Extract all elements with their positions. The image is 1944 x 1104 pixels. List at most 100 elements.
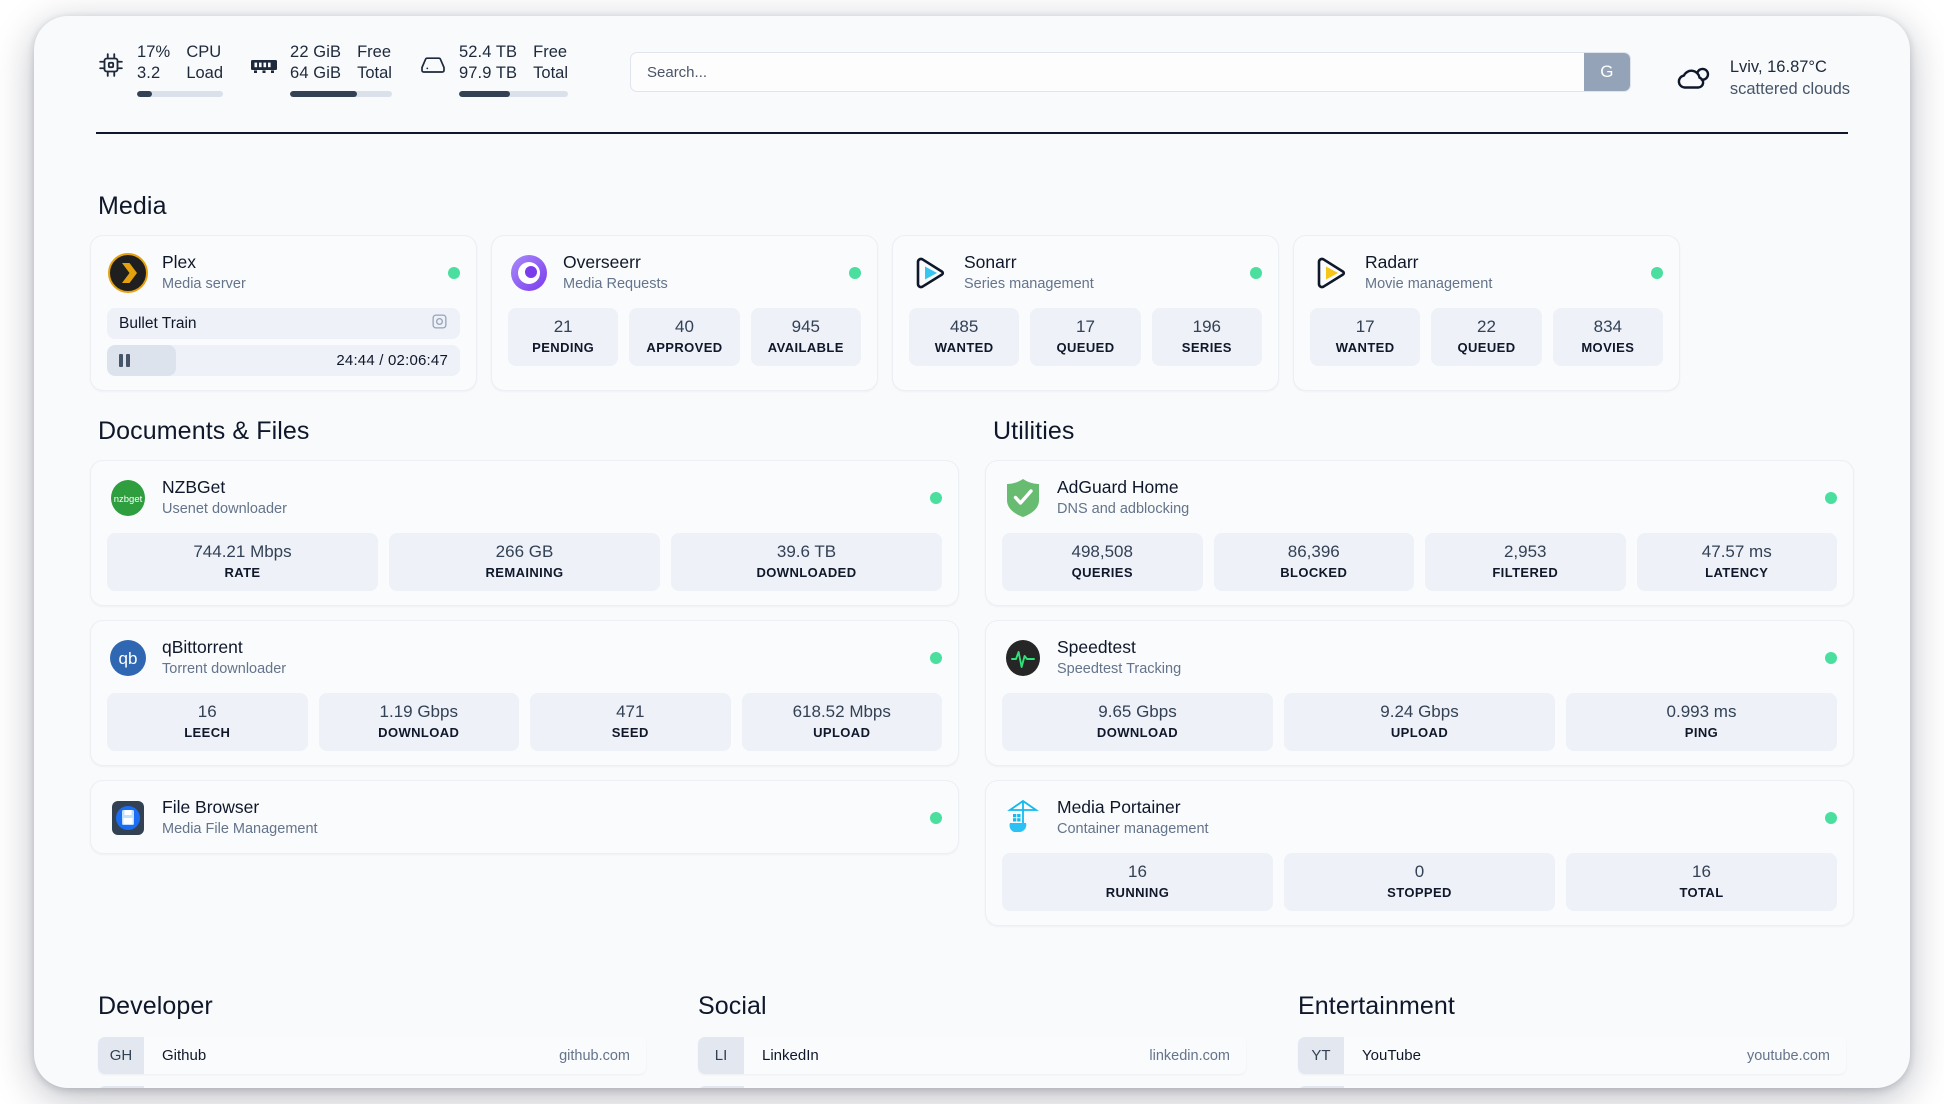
ram-free-value: 22 GiB: [290, 43, 342, 61]
stat-tile[interactable]: 471 SEED: [530, 693, 731, 751]
bookmark-item-netflix[interactable]: NF Netflix netflix.com: [1298, 1086, 1846, 1088]
service-name: qBittorrent: [162, 637, 243, 657]
stat-tile[interactable]: 9.65 Gbps DOWNLOAD: [1002, 693, 1273, 751]
ram-label-2: Total: [357, 64, 392, 82]
tile-value: 744.21 Mbps: [193, 542, 292, 561]
bookmark-item-twitter[interactable]: TW Twitter twitter.com: [698, 1086, 1246, 1088]
stat-tile[interactable]: 86,396 BLOCKED: [1213, 533, 1414, 591]
stat-tiles: 17 WANTED 22 QUEUED 834 MOVIES: [1310, 308, 1663, 366]
section-title-media: Media: [98, 192, 167, 220]
service-name: File Browser: [162, 797, 260, 817]
tile-label: SEED: [611, 725, 649, 740]
tile-value: 86,396: [1287, 542, 1340, 561]
service-card-speedtest[interactable]: Speedtest Speedtest Tracking 9.65 Gbps D…: [985, 620, 1854, 766]
plex-device-icon[interactable]: [431, 313, 448, 335]
bookmark-url: github.com: [559, 1047, 630, 1064]
stat-tile[interactable]: 22 QUEUED: [1431, 308, 1542, 366]
search-box[interactable]: G: [630, 52, 1631, 92]
service-name: Speedtest: [1057, 637, 1136, 657]
adguard-icon: [1002, 477, 1043, 518]
stat-tile[interactable]: 39.6 TB DOWNLOADED: [671, 533, 942, 591]
system-stats: 17% 3.2 CPU Load: [96, 42, 578, 97]
service-name: Sonarr: [964, 252, 1017, 272]
service-card-media-portainer[interactable]: Media Portainer Container management 16 …: [985, 780, 1854, 926]
stat-tile[interactable]: 834 MOVIES: [1552, 308, 1663, 366]
tile-label: APPROVED: [646, 340, 723, 355]
header-divider: [96, 132, 1848, 134]
weather-condition: scattered clouds: [1729, 80, 1850, 98]
service-name: NZBGet: [162, 477, 226, 497]
bookmark-item-youtube[interactable]: YT YouTube youtube.com: [1298, 1037, 1846, 1074]
bookmark-item-github[interactable]: GH Github github.com: [98, 1037, 646, 1074]
stat-tile[interactable]: 16 RUNNING: [1002, 853, 1273, 911]
nzbget-icon: nzbget: [107, 477, 148, 518]
stat-tile[interactable]: 2,953 FILTERED: [1425, 533, 1626, 591]
bookmark-group-title: Developer: [98, 992, 213, 1020]
service-card-adguard-home[interactable]: AdGuard Home DNS and adblocking 498,508 …: [985, 460, 1854, 606]
tile-label: WANTED: [1335, 340, 1395, 355]
bookmark-item-linkedin[interactable]: LI LinkedIn linkedin.com: [698, 1037, 1246, 1074]
stat-tile[interactable]: 196 SERIES: [1151, 308, 1262, 366]
tile-label: LEECH: [184, 725, 231, 740]
tile-label: REMAINING: [485, 565, 564, 580]
plex-now-playing[interactable]: Bullet Train: [107, 308, 460, 339]
stat-tile[interactable]: 16 LEECH: [107, 693, 308, 751]
stat-tile[interactable]: 17 WANTED: [1310, 308, 1421, 366]
service-card-qbittorrent[interactable]: qb qBittorrent Torrent downloader 16 LEE…: [90, 620, 959, 766]
bookmark-badge: YT: [1298, 1037, 1344, 1074]
mid-grid: Documents & Files nzbget NZBGet Usenet d…: [90, 417, 1854, 940]
stat-tile[interactable]: 744.21 Mbps RATE: [107, 533, 378, 591]
service-subtitle: Container management: [1057, 821, 1209, 837]
stat-tile[interactable]: 21 PENDING: [508, 308, 619, 366]
service-card-radarr[interactable]: Radarr Movie management 17 WANTED 22 QUE…: [1293, 235, 1680, 391]
service-name: Media Portainer: [1057, 797, 1181, 817]
overseerr-icon: [508, 252, 549, 293]
cpu-label-1: CPU: [186, 43, 222, 61]
stat-tile[interactable]: 618.52 Mbps UPLOAD: [741, 693, 942, 751]
tile-label: TOTAL: [1679, 885, 1724, 900]
service-card-plex[interactable]: Plex Media server Bullet Train 24:44 / 0…: [90, 235, 477, 391]
stat-tiles: 16 RUNNING 0 STOPPED 16 TOTAL: [1002, 853, 1837, 911]
status-badge: [930, 651, 942, 664]
stat-tile[interactable]: 47.57 ms LATENCY: [1636, 533, 1837, 591]
bookmark-group-title: Social: [698, 992, 767, 1020]
disk-icon: [418, 48, 448, 82]
plex-progress-bar[interactable]: 24:44 / 02:06:47: [107, 345, 460, 376]
plex-media-title: Bullet Train: [119, 314, 197, 332]
column-documents: Documents & Files nzbget NZBGet Usenet d…: [90, 417, 959, 940]
stat-tile[interactable]: 9.24 Gbps UPLOAD: [1284, 693, 1555, 751]
stat-tile[interactable]: 945 AVAILABLE: [750, 308, 861, 366]
tile-label: DOWNLOADED: [756, 565, 857, 580]
tile-label: LATENCY: [1705, 565, 1769, 580]
stat-tile[interactable]: 17 QUEUED: [1030, 308, 1141, 366]
stat-tile[interactable]: 16 TOTAL: [1566, 853, 1837, 911]
service-card-overseerr[interactable]: Overseerr Media Requests 21 PENDING 40 A…: [491, 235, 878, 391]
stat-tile[interactable]: 0.993 ms PING: [1566, 693, 1837, 751]
google-search-icon[interactable]: G: [1583, 53, 1630, 91]
pause-icon[interactable]: [119, 354, 130, 367]
bookmark-url: linkedin.com: [1149, 1047, 1230, 1064]
stat-tile[interactable]: 498,508 QUERIES: [1002, 533, 1203, 591]
tile-label: BLOCKED: [1280, 565, 1348, 580]
tile-value: 471: [616, 702, 645, 721]
service-subtitle: Media Requests: [563, 276, 668, 292]
bookmark-badge: TW: [698, 1086, 744, 1088]
bookmark-item-stackoverflow[interactable]: SO StackOverflow stackoverflow.com: [98, 1086, 646, 1088]
stat-tile[interactable]: 266 GB REMAINING: [389, 533, 660, 591]
tile-value: 1.19 Gbps: [379, 702, 458, 721]
stat-tile[interactable]: 0 STOPPED: [1284, 853, 1555, 911]
service-card-sonarr[interactable]: Sonarr Series management 485 WANTED 17 Q…: [892, 235, 1279, 391]
tile-label: RUNNING: [1105, 885, 1170, 900]
stat-tile[interactable]: 1.19 Gbps DOWNLOAD: [318, 693, 519, 751]
service-card-file-browser[interactable]: File Browser Media File Management: [90, 780, 959, 854]
disk-label-2: Total: [533, 64, 568, 82]
stat-tile[interactable]: 485 WANTED: [909, 308, 1020, 366]
stat-tile[interactable]: 40 APPROVED: [629, 308, 740, 366]
sonarr-icon: [909, 252, 950, 293]
cpu-load-value: 3.2: [137, 64, 161, 82]
search-input[interactable]: [631, 53, 1584, 91]
column-utilities: Utilities AdGuard Home DNS and adblockin…: [985, 417, 1854, 940]
service-card-nzbget[interactable]: nzbget NZBGet Usenet downloader 744.21 M…: [90, 460, 959, 606]
status-badge: [1825, 811, 1837, 824]
